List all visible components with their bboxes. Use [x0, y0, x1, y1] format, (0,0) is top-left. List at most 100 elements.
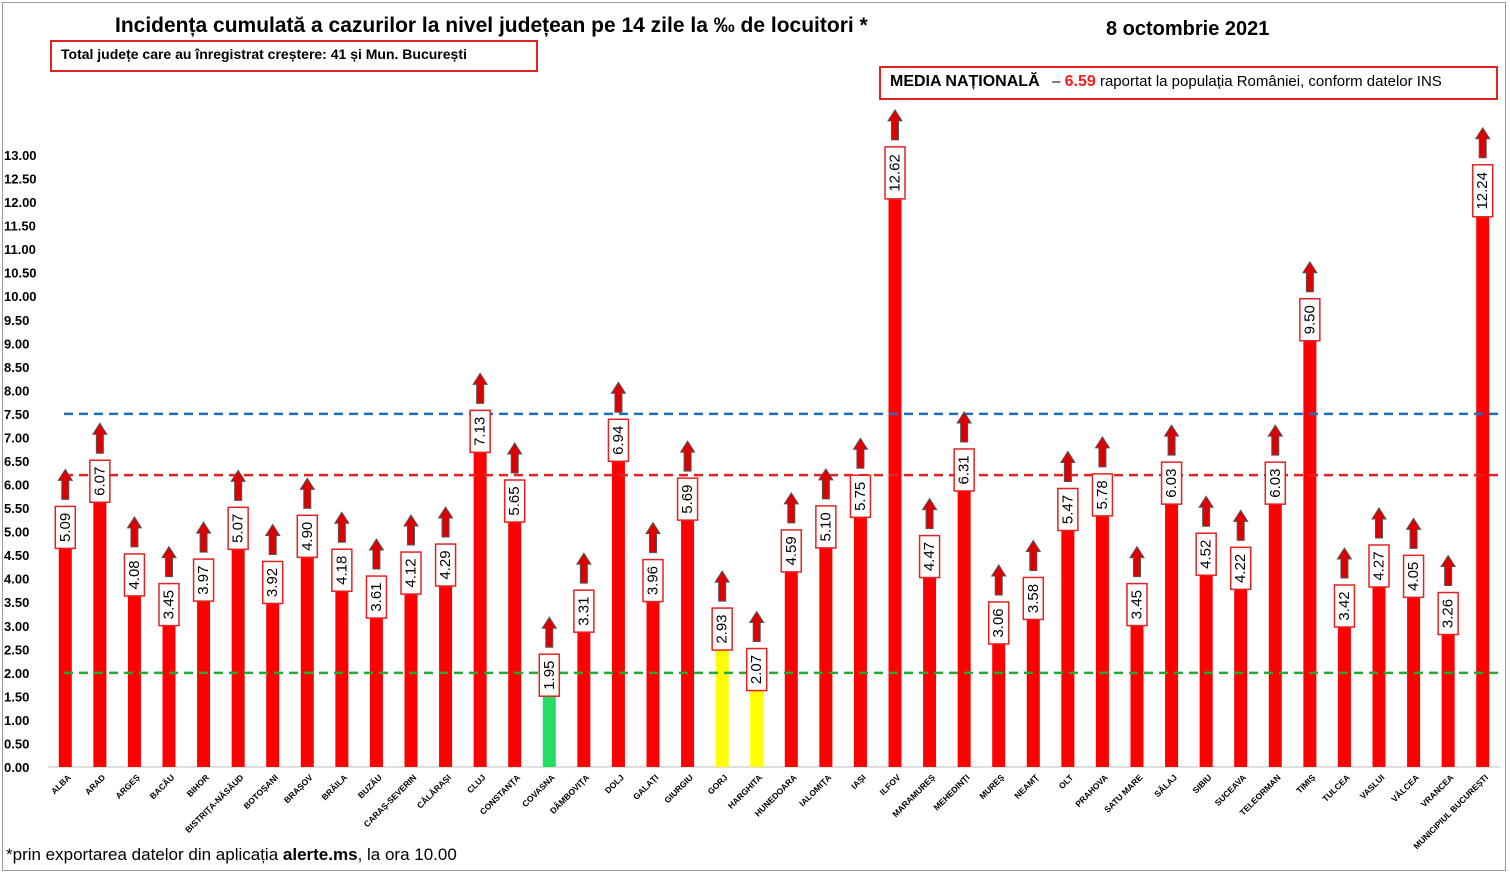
value-label: 5.75: [849, 474, 872, 519]
y-tick-label: 5.00: [4, 525, 29, 540]
x-tick-label: VASLUI: [1358, 772, 1387, 801]
value-label-box: [296, 514, 319, 559]
trend-up-arrow-icon: [1440, 554, 1457, 587]
value-label: 3.97: [192, 558, 215, 602]
x-tick-label: IAȘI: [849, 772, 868, 791]
bar: [1095, 494, 1109, 767]
trend-up-arrow-icon: [1267, 424, 1284, 456]
bar: [300, 536, 314, 767]
chart-date: 8 octombrie 2021: [1106, 18, 1270, 40]
trend-up-arrow-icon: [852, 437, 869, 469]
value-label-text: 7.13: [472, 417, 489, 446]
value-label-box: [1091, 473, 1114, 517]
x-tick-label: BISTRIȚA-NĂSĂUD: [183, 772, 246, 835]
x-tick-label: BRĂILA: [319, 772, 349, 802]
bar: [750, 669, 764, 767]
value-label-text: 5.69: [679, 485, 696, 514]
value-label-text: 3.92: [264, 568, 281, 597]
trend-up-arrow-icon: [506, 442, 523, 474]
value-label: 4.05: [1402, 554, 1425, 599]
y-tick-label: 5.50: [4, 501, 29, 516]
x-tick-label: TULCEA: [1320, 772, 1351, 803]
value-label: 5.09: [54, 505, 77, 550]
x-tick-label: SIBIU: [1190, 772, 1213, 795]
trend-up-arrow-icon: [679, 440, 696, 472]
y-tick-label: 9.50: [4, 313, 29, 328]
value-label-box: [676, 477, 699, 521]
trend-up-arrow-icon: [195, 521, 212, 553]
value-label-text: 4.27: [1371, 551, 1388, 580]
value-label-text: 3.31: [575, 597, 592, 626]
x-tick-label: ARGEȘ: [113, 772, 142, 801]
value-label: 6.94: [607, 418, 630, 463]
value-label: 5.10: [815, 505, 837, 549]
value-label: 4.22: [1229, 546, 1252, 591]
value-label: 3.42: [1333, 584, 1356, 628]
y-tick-label: 11.00: [4, 242, 36, 257]
footnote-prefix: *prin exportarea datelor din aplicația: [6, 845, 283, 864]
value-label-box: [849, 474, 872, 519]
value-label: 6.07: [89, 459, 111, 503]
value-label-text: 2.07: [748, 655, 765, 684]
y-tick-label: 0.00: [4, 760, 29, 775]
x-tick-label: BACĂU: [148, 772, 177, 801]
y-tick-label: 8.00: [4, 383, 29, 398]
trend-up-arrow-icon: [333, 511, 350, 543]
x-tick-label: PRAHOVA: [1073, 772, 1110, 809]
trend-up-arrow-icon: [956, 411, 973, 443]
value-label-text: 5.09: [57, 513, 74, 542]
value-label-box: [780, 529, 803, 573]
x-tick-label: NEAMȚ: [1012, 772, 1041, 801]
trend-up-arrow-icon: [645, 521, 661, 554]
x-tick-label: SUCEAVA: [1213, 772, 1249, 808]
x-tick-label: GIURGIU: [662, 772, 695, 805]
bar: [1130, 604, 1144, 767]
footnote-suffix: , la ora 10.00: [357, 845, 457, 864]
trend-up-arrow-icon: [161, 545, 177, 578]
x-tick-label: CLUJ: [465, 772, 488, 795]
trend-up-arrow-icon: [1371, 507, 1387, 539]
y-tick-label: 7.00: [4, 430, 29, 445]
bar: [162, 604, 176, 767]
trend-up-arrow-icon: [91, 422, 108, 454]
y-tick-label: 4.00: [4, 572, 29, 587]
value-label-text: 6.03: [1163, 469, 1180, 498]
value-label: 2.07: [745, 647, 768, 692]
value-label: 12.24: [1471, 164, 1494, 218]
bar: [577, 611, 591, 767]
value-label: 3.61: [365, 575, 388, 619]
value-label-text: 5.75: [852, 482, 869, 511]
y-tick-label: 6.50: [4, 454, 29, 469]
trend-up-arrow-icon: [1405, 517, 1422, 549]
value-label: 5.07: [227, 506, 249, 551]
bar: [888, 172, 902, 768]
bar: [1441, 613, 1455, 767]
value-label-box: [1126, 582, 1148, 627]
trend-up-arrow-icon: [1129, 545, 1145, 578]
trend-up-arrow-icon: [921, 497, 938, 530]
x-tick-label: VÂLCEA: [1388, 772, 1420, 804]
value-label-box: [815, 505, 837, 549]
value-label: 6.03: [1160, 461, 1183, 505]
value-label-text: 5.78: [1094, 480, 1111, 509]
value-label-text: 3.45: [1129, 590, 1146, 619]
trend-up-arrow-icon: [1336, 547, 1353, 579]
value-label-text: 4.08: [126, 560, 143, 589]
value-label: 2.93: [711, 607, 733, 651]
x-tick-label: MUREȘ: [977, 772, 1006, 801]
value-label-box: [918, 534, 941, 579]
trend-up-arrow-icon: [817, 467, 834, 500]
value-label-box: [261, 560, 284, 605]
x-tick-label: GORJ: [705, 772, 729, 796]
y-tick-label: 0.50: [4, 736, 29, 751]
value-label-box: [1160, 461, 1183, 505]
value-label: 4.52: [1195, 532, 1217, 576]
trend-up-arrow-icon: [887, 108, 903, 141]
bar: [439, 565, 453, 767]
trend-up-arrow-icon: [1198, 495, 1215, 527]
bar: [1268, 483, 1282, 767]
bar: [1234, 568, 1248, 767]
bar: [1061, 509, 1075, 767]
value-label: 1.95: [538, 653, 561, 697]
value-label: 3.31: [573, 589, 595, 633]
